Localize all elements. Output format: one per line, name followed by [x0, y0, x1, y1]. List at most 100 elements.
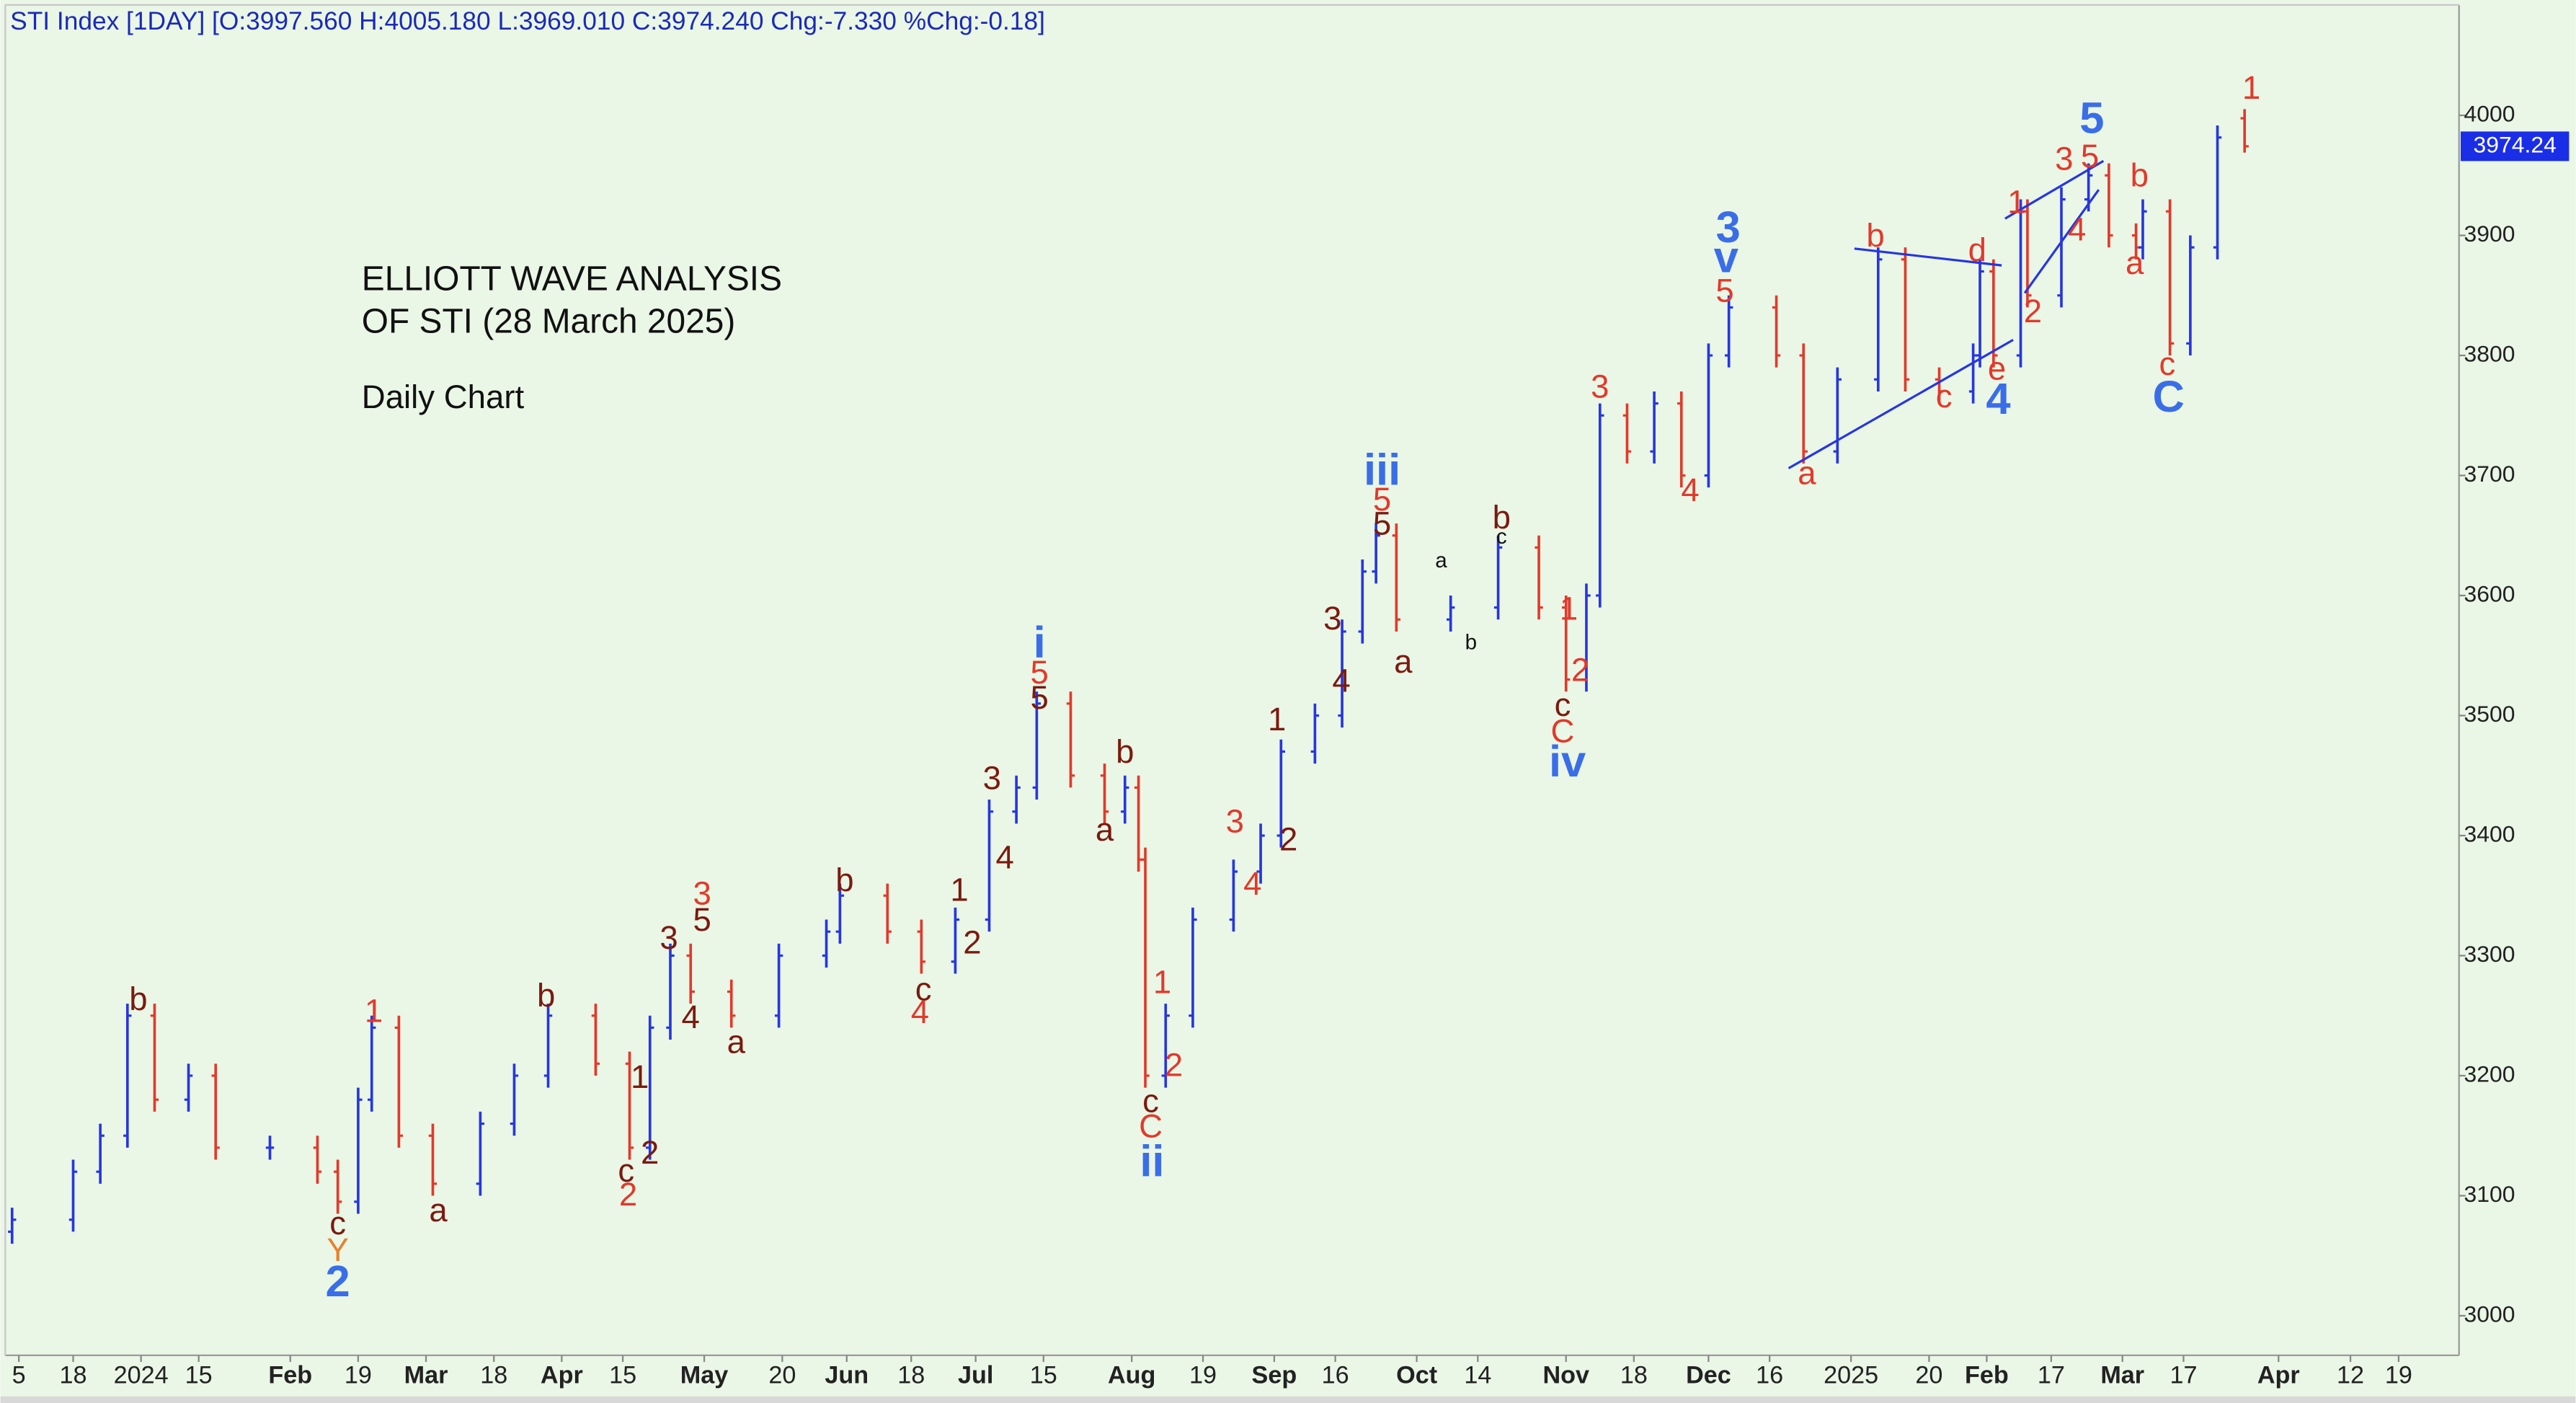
wave-label: 3 — [983, 759, 1001, 796]
wave-label: 4 — [995, 838, 1013, 875]
ohlc-bar — [822, 919, 831, 968]
wave-label: 3 — [693, 875, 711, 911]
ohlc-bar — [1622, 403, 1632, 464]
wave-label: 4 — [1681, 472, 1699, 508]
wave-label: 1 — [2007, 183, 2025, 220]
wave-label: 4 — [1986, 374, 2010, 424]
ohlc-bar — [1799, 343, 1808, 464]
wave-label: 3 — [1226, 802, 1244, 839]
ohlc-bar — [394, 1015, 404, 1148]
x-tick-label: Apr — [541, 1362, 583, 1389]
wave-label: a — [1096, 811, 1114, 848]
ohlc-bar — [476, 1111, 485, 1196]
x-tick-label: 2025 — [1824, 1362, 1878, 1389]
wave-label: Y — [327, 1231, 348, 1268]
ohlc-bar — [1161, 1004, 1170, 1088]
wave-label: b — [835, 862, 853, 898]
x-tick-label: Oct — [1396, 1362, 1437, 1389]
ohlc-bar — [591, 1004, 600, 1076]
ohlc-bar — [68, 1159, 78, 1232]
wave-label: C — [2153, 372, 2185, 422]
ohlc-bar — [1392, 523, 1401, 632]
wave-label: 3 — [2055, 140, 2073, 177]
wave-label: 1 — [365, 992, 383, 1029]
ohlc-bar — [1989, 259, 1998, 368]
x-tick-label: Dec — [1686, 1362, 1731, 1389]
ohlc-bar — [951, 907, 960, 974]
ohlc-bar — [985, 800, 994, 932]
ohlc-bar — [211, 1063, 220, 1160]
ohlc-bar — [1677, 391, 1686, 488]
x-tick-label: 17 — [2169, 1362, 2197, 1389]
wave-label: 4 — [1332, 663, 1350, 699]
ohlc-bar — [883, 883, 892, 944]
wave-label: c — [618, 1152, 634, 1189]
ohlc-bar — [368, 1015, 376, 1112]
ohlc-bar — [1772, 295, 1781, 368]
title-line: OF STI (28 March 2025) — [362, 303, 735, 341]
wave-label: a — [1798, 455, 1816, 492]
wave-label: 5 — [1715, 272, 1733, 309]
x-tick-label: 16 — [1756, 1362, 1783, 1389]
wave-label: 2 — [963, 924, 981, 961]
ohlc-bar — [510, 1063, 519, 1136]
x-tick-label: 15 — [185, 1362, 213, 1389]
wave-label: 2 — [641, 1134, 659, 1171]
x-tick-label: Mar — [404, 1362, 448, 1389]
wave-label: i — [1034, 618, 1046, 668]
wave-label: 1 — [1153, 963, 1171, 1000]
ohlc-bar — [1121, 775, 1129, 824]
ohlc-bar — [2240, 109, 2249, 153]
x-tick-label: 20 — [1915, 1362, 1942, 1389]
header: STI Index [1DAY] [O:3997.560 H:4005.180 … — [10, 7, 1045, 35]
x-tick-label: 18 — [480, 1362, 507, 1389]
x-tick-label: Aug — [1108, 1362, 1155, 1389]
ohlc-bar — [1935, 367, 1944, 404]
ohlc-bar — [8, 1208, 17, 1244]
x-tick-label: 14 — [1464, 1362, 1491, 1389]
wave-label: b — [1866, 217, 1884, 254]
ohlc-bar — [1229, 859, 1238, 932]
wave-label: 5 — [1373, 505, 1391, 541]
x-tick-label: Feb — [268, 1362, 312, 1389]
wave-label: e — [1988, 350, 2006, 387]
x-tick-label: 19 — [345, 1362, 372, 1389]
ohlc-bar — [1582, 583, 1591, 692]
x-tick-label: Jul — [958, 1362, 993, 1389]
wave-label: 2 — [2024, 293, 2042, 329]
x-tick-label: 15 — [1030, 1362, 1057, 1389]
ohlc-bar — [1901, 247, 1910, 391]
y-tick-label: 3900 — [2464, 221, 2515, 247]
ohlc-bar — [428, 1123, 438, 1196]
ohlc-bar — [313, 1136, 322, 1184]
ohlc-bar — [727, 979, 736, 1028]
wave-label: 2 — [619, 1176, 637, 1213]
ohlc-bar — [835, 883, 845, 944]
ohlc-bar — [666, 943, 675, 1040]
y-tick-label: 3600 — [2464, 580, 2515, 606]
wave-label: b — [537, 977, 555, 1014]
x-tick-label: Mar — [2100, 1362, 2144, 1389]
ohlc-bar — [333, 1159, 342, 1214]
wave-label: 1 — [1560, 590, 1578, 627]
wave-label: b — [1465, 630, 1477, 654]
wave-label: a — [429, 1192, 448, 1229]
ohlc-bar — [1704, 343, 1713, 488]
wave-label: 5 — [1030, 679, 1048, 716]
wave-label: iii — [1364, 445, 1400, 495]
ohlc-bar — [1596, 403, 1604, 608]
wave-label: c — [1496, 525, 1507, 549]
wave-label: 4 — [2068, 211, 2086, 248]
trendline — [2023, 189, 2100, 294]
wave-label: a — [2126, 244, 2144, 281]
wave-label: b — [2131, 157, 2149, 194]
y-tick-label: 3800 — [2464, 340, 2515, 366]
wave-label: 4 — [682, 999, 700, 1035]
ohlc-bar — [2138, 199, 2147, 260]
wave-label: c — [2159, 345, 2175, 382]
wave-label: 1 — [1268, 701, 1286, 738]
wave-label: c — [1555, 686, 1571, 723]
wave-label: 3 — [659, 919, 678, 956]
ohlc-bar — [1276, 739, 1286, 848]
